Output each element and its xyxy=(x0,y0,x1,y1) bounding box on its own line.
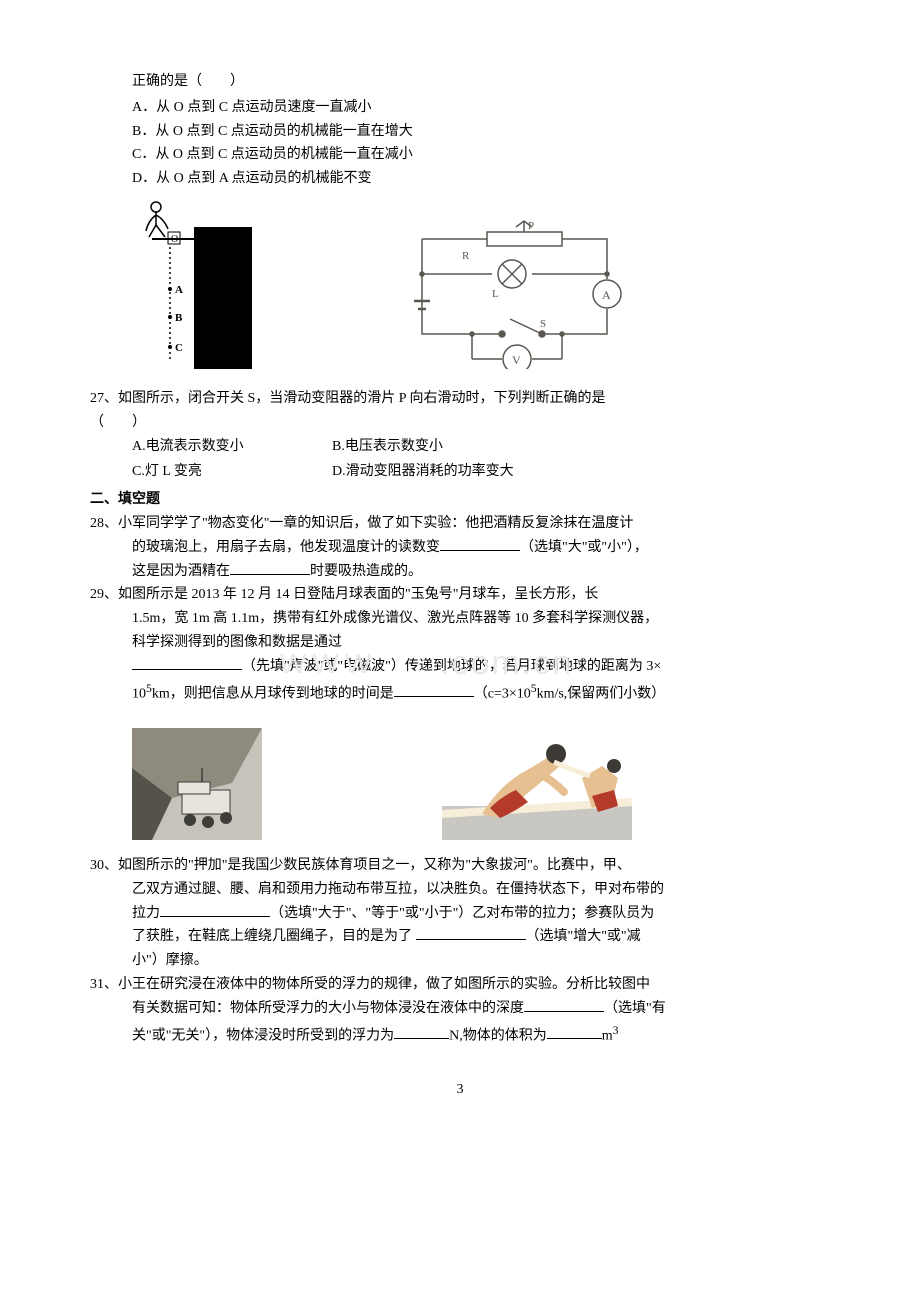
q31-l2-pre: 有关数据可知：物体所受浮力的大小与物体浸没在液体中的深度 xyxy=(132,1001,524,1016)
q29-l4-post: （先填"声波"或"电磁波"）传递到地球的，若月球到地球的距离为 3× xyxy=(242,659,661,674)
q28-l1: 28、小军同学学了"物态变化"一章的知识后，做了如下实验：他把酒精反复涂抹在温度… xyxy=(90,512,830,536)
q29-photo-rover xyxy=(132,728,262,840)
q30-l3-pre: 拉力 xyxy=(132,906,160,921)
svg-text:P: P xyxy=(528,220,534,232)
q26-stem-tail: 正确的是（ ） xyxy=(90,70,830,94)
q29-l5-post: （c=3×10 xyxy=(474,686,531,701)
q31-l3-end: m xyxy=(602,1028,613,1043)
q30-l3-post: （选填"大于"、"等于"或"小于"）乙对布带的拉力；参赛队员为 xyxy=(270,906,654,921)
q29-l5-pre: 10 xyxy=(132,686,146,701)
svg-text:A: A xyxy=(602,288,611,302)
q28-l3-post: 时要吸热造成的。 xyxy=(310,564,422,579)
section2-title: 二、填空题 xyxy=(90,488,830,512)
q31-l3-pre: 关"或"无关"），物体浸没时所受到的浮力为 xyxy=(132,1028,394,1043)
q29-l4: （先填"声波"或"电磁波"）传递到地球的，若月球到地球的距离为 3× xyxy=(90,655,830,679)
svg-text:A: A xyxy=(175,284,183,296)
q28-l2-pre: 的玻璃泡上，用扇子去扇，他发现温度计的读数变 xyxy=(132,540,440,555)
svg-text:R: R xyxy=(462,250,470,262)
fill-blank xyxy=(160,902,270,917)
fill-blank xyxy=(440,536,520,551)
q27-figure-circuit: P R L A S V xyxy=(392,219,652,369)
q31-l1: 31、小王在研究浸在液体中的物体所受的浮力的规律，做了如图所示的实验。分析比较图… xyxy=(90,973,830,997)
q29-l5: 105km，则把信息从月球传到地球的时间是（c=3×105km/s,保留两们小数… xyxy=(90,679,830,706)
fill-blank xyxy=(230,560,310,575)
svg-text:O: O xyxy=(171,234,178,245)
q30-l1: 30、如图所示的"押加"是我国少数民族体育项目之一，又称为"大象拔河"。比赛中，… xyxy=(90,854,830,878)
q31-l2: 有关数据可知：物体所受浮力的大小与物体浸没在液体中的深度 （选填"有 xyxy=(90,997,830,1021)
q27-option-a: A.电流表示数变小 xyxy=(132,435,332,459)
q29-l5-mid: km，则把信息从月球传到地球的时间是 xyxy=(152,686,394,701)
q27-stem-l1: 27、如图所示，闭合开关 S，当滑动变阻器的滑片 P 向右滑动时，下列判断正确的… xyxy=(90,387,830,411)
q30-l4: 了获胜，在鞋底上缠绕几圈绳子，目的是为了 （选填"增大"或"减 xyxy=(90,925,830,949)
q30-l2: 乙双方通过腿、腰、肩和颈用力拖动布带互拉，以决胜负。在僵持状态下，甲对布带的 xyxy=(90,878,830,902)
svg-text:S: S xyxy=(540,318,546,330)
q31-l2-post: （选填"有 xyxy=(604,1001,666,1016)
q29-l2: 1.5m，宽 1m 高 1.1m，携带有红外成像光谱仪、激光点阵器等 10 多套… xyxy=(90,607,830,631)
fill-blank xyxy=(132,655,242,670)
fill-blank xyxy=(394,1024,449,1039)
q27-stem-l2: （ ） xyxy=(90,411,830,435)
q26-figure-diver: O A B C xyxy=(132,199,272,369)
q31-l3-sup: 3 xyxy=(613,1024,619,1037)
q30-l5: 小"）摩擦。 xyxy=(90,949,830,973)
q29-l1: 29、如图所示是 2013 年 12 月 14 日登陆月球表面的"玉兔号"月球车… xyxy=(90,583,830,607)
svg-text:B: B xyxy=(175,312,183,324)
fill-blank xyxy=(416,925,526,940)
q27-option-d: D.滑动变阻器消耗的功率变大 xyxy=(332,460,632,484)
fill-blank xyxy=(547,1024,602,1039)
page-number: 3 xyxy=(90,1078,830,1102)
svg-text:L: L xyxy=(492,288,499,300)
q27-option-c: C.灯 L 变亮 xyxy=(132,460,332,484)
q29-l5-end: km/s,保留两们小数） xyxy=(537,686,666,701)
svg-text:V: V xyxy=(512,353,521,367)
q26-option-d: D．从 O 点到 A 点运动员的机械能不变 xyxy=(90,167,830,191)
fill-blank xyxy=(394,682,474,697)
q26-option-c: C．从 O 点到 C 点运动员的机械能一直在减小 xyxy=(90,143,830,167)
q28-l2-post: （选填"大"或"小"）， xyxy=(520,540,648,555)
q30-photo-yajia xyxy=(442,718,632,840)
svg-text:C: C xyxy=(175,342,183,354)
q30-l4-post: （选填"增大"或"减 xyxy=(526,929,641,944)
q27-option-b: B.电压表示数变小 xyxy=(332,435,632,459)
q30-l4-pre: 了获胜，在鞋底上缠绕几圈绳子，目的是为了 xyxy=(132,929,416,944)
q28-l3-pre: 这是因为酒精在 xyxy=(132,564,230,579)
q29-l3: 科学探测得到的图像和数据是通过 xyxy=(90,631,830,655)
q28-l3: 这是因为酒精在 时要吸热造成的。 xyxy=(90,560,830,584)
fill-blank xyxy=(524,997,604,1012)
q26-option-a: A．从 O 点到 C 点运动员速度一直减小 xyxy=(90,96,830,120)
q28-l2: 的玻璃泡上，用扇子去扇，他发现温度计的读数变 （选填"大"或"小"）， xyxy=(90,536,830,560)
q26-option-b: B．从 O 点到 C 点运动员的机械能一直在增大 xyxy=(90,120,830,144)
q30-l3: 拉力 （选填"大于"、"等于"或"小于"）乙对布带的拉力；参赛队员为 xyxy=(90,902,830,926)
q31-l3: 关"或"无关"），物体浸没时所受到的浮力为 N,物体的体积为 m3 xyxy=(90,1021,830,1048)
q31-l3-mid: N,物体的体积为 xyxy=(449,1028,547,1043)
